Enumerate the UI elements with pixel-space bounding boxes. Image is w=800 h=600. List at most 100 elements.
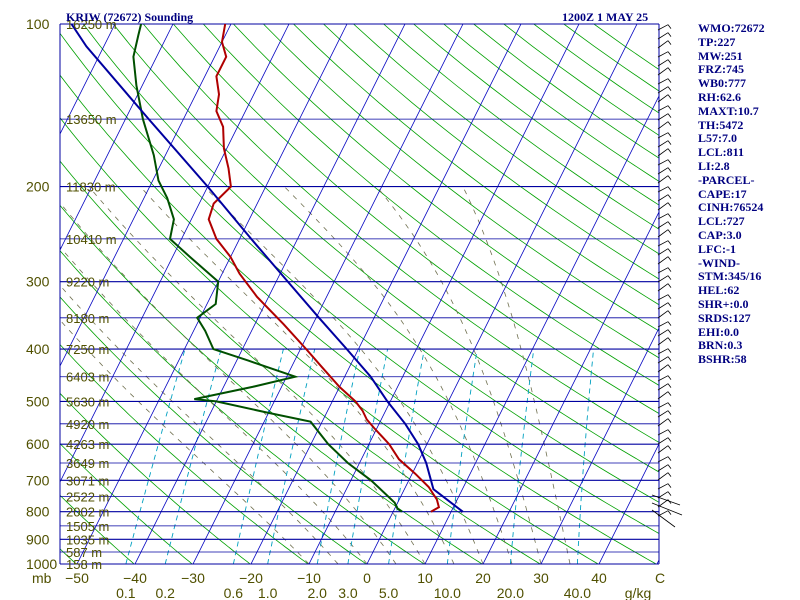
- stat-item: -WIND-: [698, 255, 740, 270]
- stat-item: LI:2.8: [698, 158, 730, 173]
- wind-barb: [657, 510, 672, 517]
- parcel-profile-line: [70, 24, 464, 513]
- wind-barb: [657, 194, 672, 202]
- wind-barb: [657, 24, 672, 31]
- temperature-profile-line: [207, 24, 441, 513]
- moist-adiabat-line: [139, 186, 455, 564]
- wind-barb: [657, 121, 672, 130]
- mixing-ratio-tick-label: 40.0: [564, 585, 591, 600]
- pressure-tick-label: 300: [26, 274, 50, 290]
- wind-barb: [657, 167, 672, 175]
- wind-barb: [657, 410, 672, 418]
- isotherm-line: [308, 24, 580, 564]
- wind-barb: [657, 105, 672, 112]
- pressure-tick-label: 100: [26, 16, 50, 32]
- mixing-ratio-tick-label: 20.0: [497, 585, 524, 600]
- wind-barb: [657, 113, 672, 121]
- pressure-tick-label: 500: [26, 393, 50, 409]
- height-label: 4920 m: [66, 417, 109, 432]
- height-label: 2002 m: [66, 505, 109, 520]
- wind-barb: [657, 256, 672, 265]
- temperature-tick-label: −30: [181, 570, 205, 586]
- wind-barb: [657, 40, 672, 49]
- wind-barb: [657, 240, 672, 247]
- wind-barb: [657, 348, 672, 355]
- wind-barb: [657, 51, 672, 58]
- wind-barb: [657, 67, 672, 76]
- wind-barb: [657, 329, 672, 337]
- wind-barb: [657, 221, 672, 229]
- height-label: 6403 m: [66, 370, 109, 385]
- stat-item: WMO:72672: [698, 21, 765, 35]
- height-label: 13650 m: [66, 112, 117, 127]
- stat-item: BRN:0.3: [698, 338, 743, 353]
- height-label: 9220 m: [66, 275, 109, 290]
- stats-panel: WMO:72672 TP:227 MW:251 FRZ:745 WB0:777 RH:62…: [698, 21, 765, 367]
- wind-barb: [657, 337, 672, 346]
- stat-item: RH:62.6: [698, 89, 741, 104]
- chart-title: KRIW (72672) Sounding: [66, 10, 193, 24]
- isotherm-line: [60, 24, 116, 135]
- moist-adiabat-line: [284, 186, 513, 564]
- height-label: 16250 m: [66, 17, 117, 32]
- stat-item: TH:5472: [698, 117, 744, 132]
- stat-item: TP:227: [698, 34, 736, 49]
- pressure-tick-label: 1000: [26, 556, 57, 572]
- mixing-ratio-tick-label: 0.1: [116, 585, 136, 600]
- mixing-ratio-tick-label: 2.0: [307, 585, 327, 600]
- wind-barb: [657, 483, 672, 490]
- wind-barb: [657, 132, 672, 139]
- chart-datetime: 1200Z 1 MAY 25: [562, 10, 648, 24]
- mixing-ratio-tick-label: 10.0: [434, 585, 461, 600]
- height-label: 1035 m: [66, 532, 109, 547]
- stat-item: SHR+:0.0: [698, 296, 749, 311]
- isotherm-line: [60, 24, 174, 251]
- height-label: 158 m: [66, 557, 102, 572]
- wind-barb: [657, 429, 672, 436]
- isotherm-line: [60, 24, 290, 483]
- wind-barb: [657, 364, 672, 373]
- wind-barb: [657, 229, 672, 238]
- wind-barb: [657, 186, 672, 193]
- isobars: [59, 23, 660, 565]
- mixing-ratio-tick-label: 5.0: [379, 585, 399, 600]
- stat-item: MW:251: [698, 48, 743, 63]
- stat-item: HEL:62: [698, 283, 740, 298]
- mixing-ratio-tick-label: 0.6: [224, 585, 244, 600]
- temperature-tick-label: −10: [297, 570, 321, 586]
- height-label: 8180 m: [66, 311, 109, 326]
- isotherm-line: [192, 24, 464, 564]
- wind-barb: [657, 175, 672, 184]
- wind-barb: [657, 383, 672, 391]
- wind-barb: [657, 32, 672, 40]
- mixing-ratio-tick-label: 3.0: [338, 585, 358, 600]
- temperature-tick-label: 10: [417, 570, 433, 586]
- temperature-tick-label: 20: [475, 570, 491, 586]
- wind-barb: [657, 464, 672, 472]
- stat-item: LCL:727: [698, 214, 745, 229]
- wind-barb: [657, 294, 672, 301]
- wind-barb: [657, 310, 672, 319]
- isotherm-line: [540, 327, 659, 564]
- height-label: 10410 m: [66, 232, 117, 247]
- stat-item: CINH:76524: [698, 200, 764, 215]
- wind-barb: [657, 59, 672, 67]
- pressure-tick-label: 800: [26, 504, 50, 520]
- dewpoint-profile-line: [132, 24, 403, 513]
- stat-item: BSHR:58: [698, 352, 747, 367]
- temperature-tick-label: 30: [533, 570, 549, 586]
- temperature-tick-label: −20: [239, 570, 263, 586]
- isotherm-line: [60, 24, 232, 367]
- wind-barb: [657, 418, 672, 427]
- wind-barb: [657, 202, 672, 211]
- wind-barb: [657, 94, 672, 103]
- wind-barb: [657, 159, 672, 166]
- wind-barb: [657, 391, 672, 400]
- wind-barb: [657, 275, 672, 283]
- height-label: 5630 m: [66, 394, 109, 409]
- mixing-ratio-unit-label: g/kg: [625, 585, 651, 600]
- stat-item: MAXT:10.7: [698, 103, 759, 118]
- height-label: 3649 m: [66, 456, 109, 471]
- wind-barb: [657, 437, 672, 445]
